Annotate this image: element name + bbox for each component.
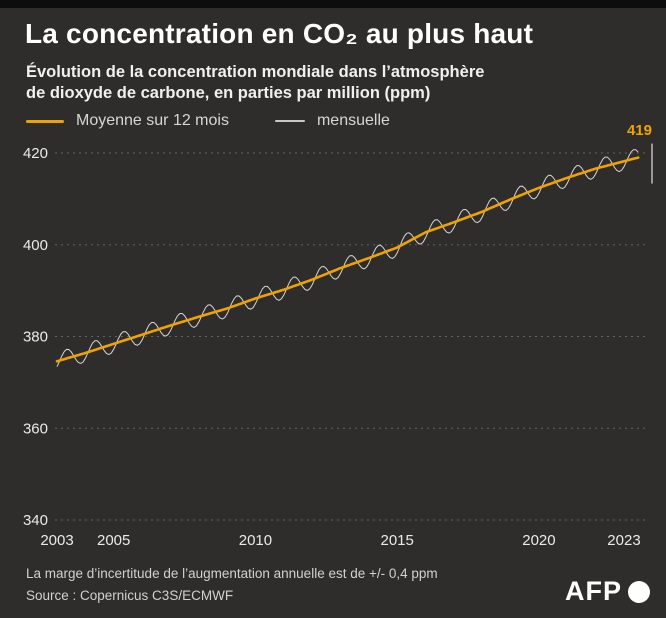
- y-tick-label-360: 360: [23, 420, 48, 437]
- y-tick-label-420: 420: [23, 145, 48, 162]
- legend-avg-swatch: [26, 119, 64, 123]
- y-tick-label-340: 340: [23, 512, 48, 529]
- x-tick-label-2010: 2010: [239, 532, 272, 549]
- chart-legend: Moyenne sur 12 mois mensuelle: [26, 112, 390, 130]
- source: Source : Copernicus C3S/ECMWF: [26, 588, 234, 603]
- subtitle-line2: de dioxyde de carbone, en parties par mi…: [26, 84, 431, 102]
- afp-logo: AFP: [565, 578, 650, 605]
- x-tick-label-2003: 2003: [40, 532, 73, 549]
- x-tick-label-2020: 2020: [522, 532, 555, 549]
- footnote: La marge d’incertitude de l’augmentation…: [26, 566, 438, 581]
- page-title: La concentration en CO₂ au plus haut: [25, 18, 534, 49]
- average-series-line: [55, 156, 640, 363]
- legend-monthly-label: mensuelle: [316, 112, 390, 129]
- top-bar: [0, 0, 666, 8]
- afp-logo-circle: [628, 580, 650, 603]
- x-tick-label-2005: 2005: [97, 532, 130, 549]
- chart-svg: 340 360 380 400 420 2003 2005 2010 2015 2020 2023: [23, 143, 653, 549]
- last-value-annotation: 419: [626, 122, 652, 139]
- x-tick-label-2023: 2023: [607, 532, 640, 549]
- legend-avg-label: Moyenne sur 12 mois: [76, 112, 229, 129]
- subtitle-line1: Évolution de la concentration mondiale d…: [26, 63, 485, 81]
- x-tick-label-2015: 2015: [381, 532, 414, 549]
- y-tick-label-380: 380: [23, 329, 48, 346]
- afp-logo-text: AFP: [565, 576, 622, 606]
- y-tick-label-400: 400: [23, 237, 48, 254]
- legend-monthly-swatch: [274, 120, 305, 122]
